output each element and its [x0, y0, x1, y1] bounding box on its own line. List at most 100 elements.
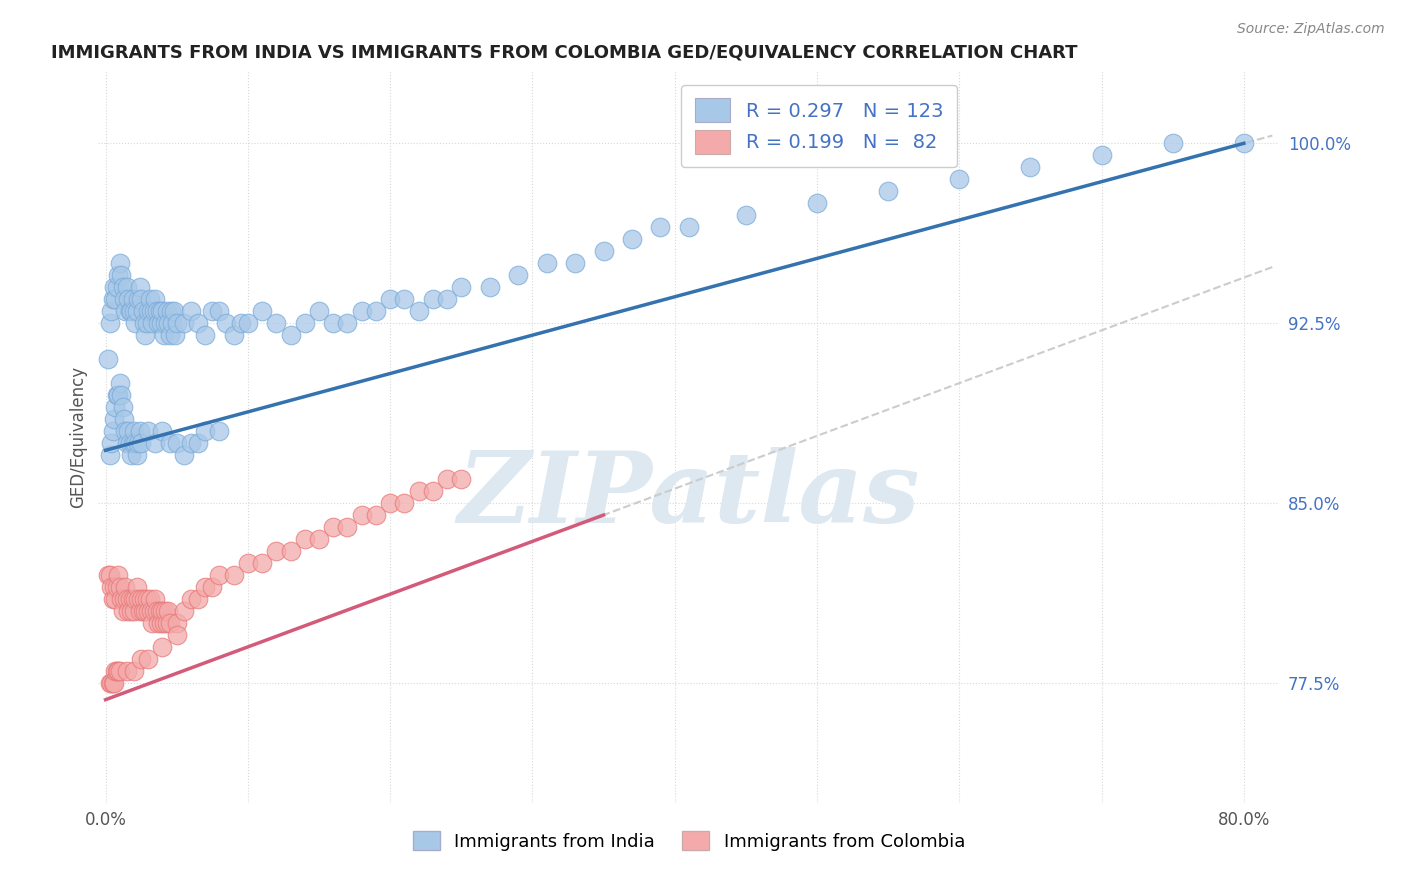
Point: [194, 424, 217, 438]
Point: [336, 520, 359, 534]
Point: [166, 316, 188, 330]
Point: [115, 436, 138, 450]
Point: [101, 424, 124, 438]
Point: [105, 664, 128, 678]
Point: [120, 304, 142, 318]
Point: [129, 292, 152, 306]
Point: [215, 316, 238, 330]
Point: [103, 676, 125, 690]
Point: [110, 591, 132, 606]
Point: [478, 280, 501, 294]
Point: [112, 292, 135, 306]
Point: [101, 292, 124, 306]
Point: [104, 400, 127, 414]
Point: [105, 388, 128, 402]
Point: [280, 328, 302, 343]
Point: [97, 568, 120, 582]
Point: [508, 268, 530, 283]
Point: [187, 316, 209, 330]
Point: [145, 604, 167, 618]
Point: [112, 591, 135, 606]
Point: [394, 292, 416, 306]
Point: [153, 615, 176, 630]
Point: [152, 640, 174, 654]
Point: [180, 304, 202, 318]
Point: [124, 436, 146, 450]
Point: [187, 436, 209, 450]
Point: [132, 591, 155, 606]
Point: [450, 280, 472, 294]
Point: [180, 591, 202, 606]
Point: [117, 424, 139, 438]
Point: [108, 580, 131, 594]
Point: [136, 424, 159, 438]
Point: [422, 483, 444, 498]
Point: [124, 316, 146, 330]
Point: [173, 448, 195, 462]
Point: [110, 388, 132, 402]
Point: [107, 268, 129, 283]
Point: [128, 604, 150, 618]
Point: [153, 328, 176, 343]
Point: [134, 604, 156, 618]
Point: [118, 304, 141, 318]
Point: [152, 304, 174, 318]
Point: [143, 436, 166, 450]
Point: [111, 400, 134, 414]
Point: [142, 304, 165, 318]
Point: [118, 591, 141, 606]
Point: [114, 304, 136, 318]
Point: [127, 436, 149, 450]
Point: [150, 316, 173, 330]
Point: [104, 664, 127, 678]
Point: [208, 424, 231, 438]
Point: [308, 304, 330, 318]
Point: [107, 388, 129, 402]
Point: [120, 604, 142, 618]
Point: [422, 292, 444, 306]
Point: [103, 580, 125, 594]
Point: [165, 328, 187, 343]
Point: [166, 615, 188, 630]
Point: [364, 508, 387, 522]
Point: [115, 280, 138, 294]
Point: [378, 496, 401, 510]
Point: [194, 580, 217, 594]
Point: [111, 604, 134, 618]
Point: [136, 604, 159, 618]
Point: [229, 316, 252, 330]
Point: [294, 532, 316, 546]
Point: [103, 280, 125, 294]
Point: [157, 316, 180, 330]
Text: ZIPatlas: ZIPatlas: [458, 448, 920, 544]
Point: [734, 208, 756, 222]
Point: [101, 676, 124, 690]
Point: [117, 292, 139, 306]
Point: [114, 580, 136, 594]
Point: [134, 328, 156, 343]
Point: [948, 172, 970, 186]
Point: [104, 292, 127, 306]
Point: [1090, 148, 1112, 162]
Point: [250, 556, 273, 570]
Point: [266, 544, 288, 558]
Point: [308, 532, 330, 546]
Point: [564, 256, 586, 270]
Point: [208, 304, 231, 318]
Point: [141, 316, 163, 330]
Point: [105, 580, 128, 594]
Point: [155, 316, 177, 330]
Point: [129, 652, 152, 666]
Point: [136, 652, 159, 666]
Point: [148, 615, 170, 630]
Legend: Immigrants from India, Immigrants from Colombia: Immigrants from India, Immigrants from C…: [404, 822, 974, 860]
Point: [378, 292, 401, 306]
Point: [138, 292, 160, 306]
Point: [129, 591, 152, 606]
Point: [131, 304, 153, 318]
Point: [166, 628, 188, 642]
Point: [350, 304, 373, 318]
Point: [166, 436, 188, 450]
Point: [122, 604, 145, 618]
Point: [103, 412, 125, 426]
